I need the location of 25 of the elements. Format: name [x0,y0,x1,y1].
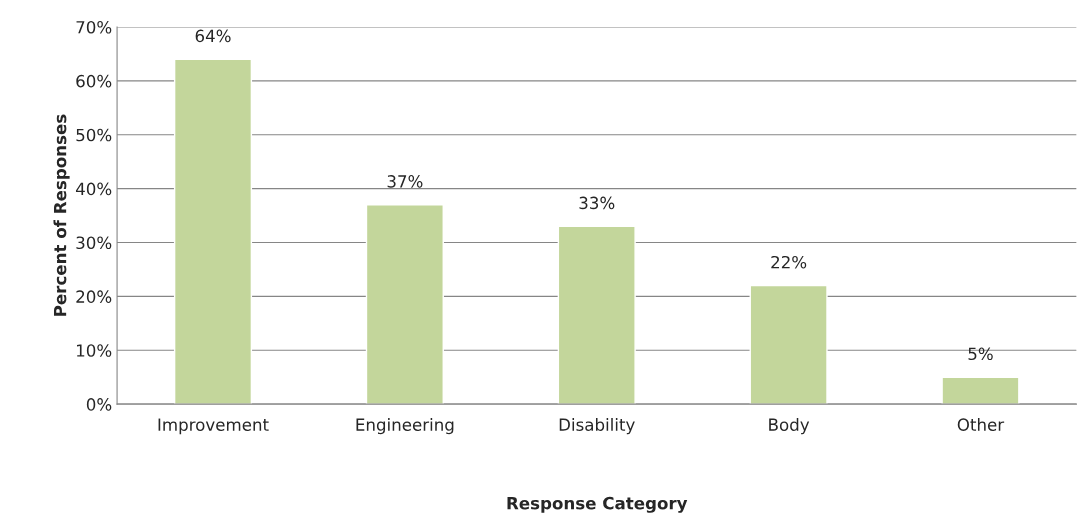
x-tick-label: Body [769,418,810,435]
data-label: 5% [968,347,993,361]
y-tick-label: 10% [77,344,112,357]
data-label: 33% [579,196,615,210]
y-tick-label: 60% [76,74,112,88]
x-tick-label: Other [957,418,1005,431]
y-tick-label: 70% [76,20,112,34]
bar [173,58,253,405]
bar [365,204,444,405]
y-tick-label: 20% [76,290,112,303]
x-tick-label: Improvement [158,418,269,435]
data-label: 64% [195,29,231,43]
y-tick-label: 40% [75,182,112,196]
x-tick-label: Disability [559,418,635,435]
y-tick-label: 0% [86,398,112,411]
bar [749,284,828,405]
bar [557,225,636,405]
bar [941,376,1020,405]
data-label: 22% [771,255,807,269]
data-label: 37% [387,175,423,188]
x-tick-label: Engineering [356,418,454,435]
y-axis-title: Percent of Responses [53,114,70,316]
x-axis-title: Response Category [507,496,688,513]
y-tick-label: 30% [76,236,112,250]
y-tick-label: 50% [76,128,112,142]
